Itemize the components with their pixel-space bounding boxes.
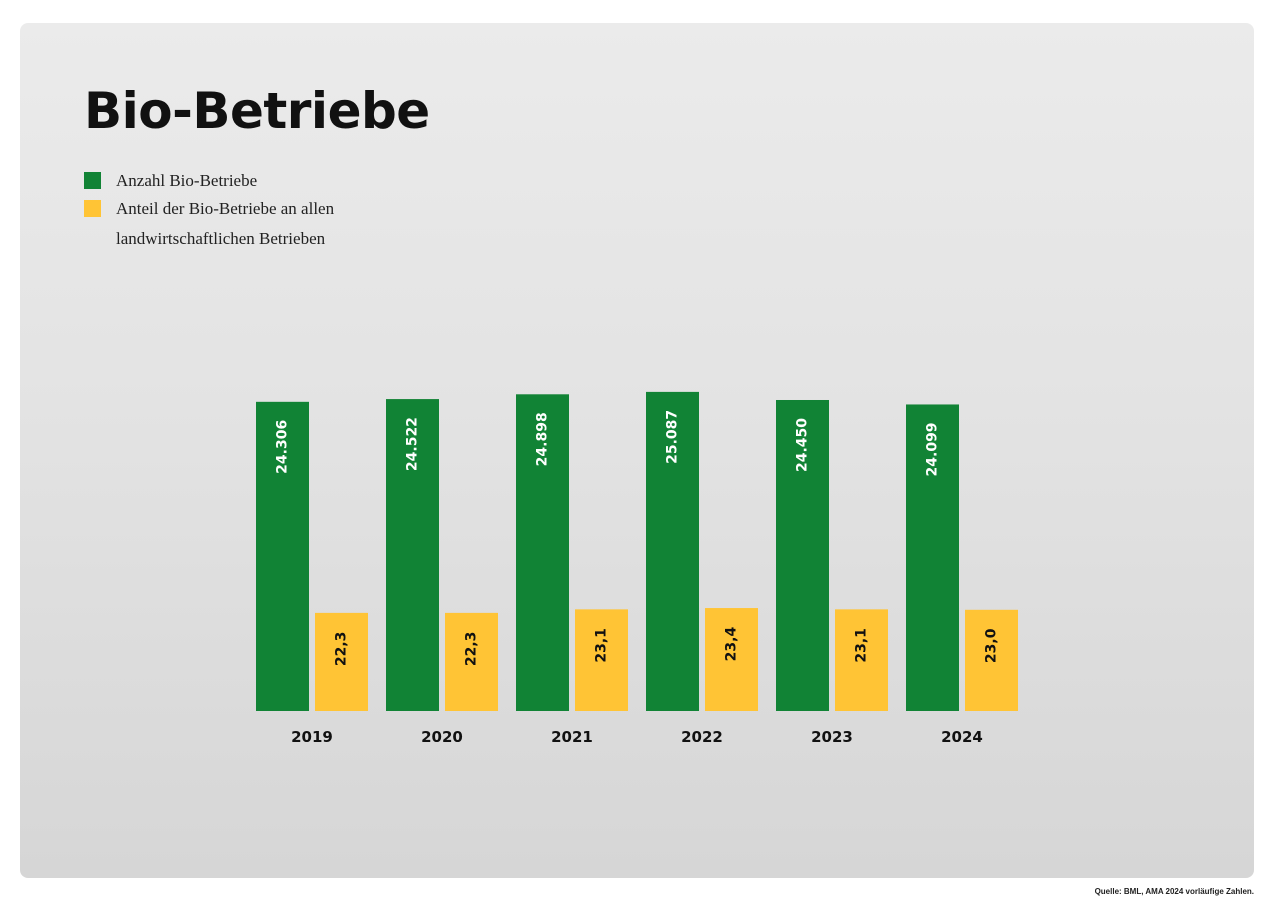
source-note: Quelle: BML, AMA 2024 vorläufige Zahlen. [1094, 887, 1254, 896]
bar-group-2023: 24.450 23,1 2023 [776, 399, 888, 746]
x-tick-label-2019: 2019 [291, 728, 333, 746]
bar-anteil-2019 [315, 612, 368, 711]
x-tick-label-2020: 2020 [421, 728, 463, 746]
data-label-anzahl-2019: 24.306 [275, 420, 291, 474]
legend-swatch-anzahl [84, 172, 101, 189]
data-label-anteil-2022: 23,4 [724, 627, 740, 662]
bar-anteil-2023 [835, 609, 888, 711]
x-tick-label-2021: 2021 [551, 728, 593, 746]
bar-group-2019: 24.306 22,3 2019 [256, 401, 368, 746]
data-label-anteil-2020: 22,3 [464, 632, 480, 667]
legend-label-anzahl: Anzahl Bio-Betriebe [116, 171, 258, 190]
data-label-anteil-2024: 23,0 [984, 628, 1000, 663]
data-label-anzahl-2024: 24.099 [925, 422, 941, 476]
legend-item-anteil: Anteil der Bio-Betriebe an allen landwir… [84, 196, 416, 254]
legend-item-anzahl: Anzahl Bio-Betriebe [84, 168, 416, 196]
bar-group-2020: 24.522 22,3 2020 [386, 399, 498, 746]
bar-anzahl-2022 [646, 391, 699, 711]
bar-anzahl-2024 [906, 404, 959, 711]
bar-anteil-2024 [965, 609, 1018, 711]
data-label-anteil-2021: 23,1 [594, 628, 610, 663]
bar-anzahl-2021 [516, 394, 569, 711]
x-tick-label-2022: 2022 [681, 728, 723, 746]
data-label-anzahl-2021: 24.898 [535, 412, 551, 466]
bar-anzahl-2023 [776, 399, 829, 711]
data-label-anzahl-2022: 25.087 [665, 410, 681, 464]
legend-label-anteil: Anteil der Bio-Betriebe an allen landwir… [116, 199, 335, 248]
data-label-anzahl-2023: 24.450 [795, 418, 811, 472]
legend: Anzahl Bio-Betriebe Anteil der Bio-Betri… [84, 168, 416, 254]
bar-group-2022: 25.087 23,4 2022 [646, 391, 758, 746]
bar-anzahl-2019 [256, 401, 309, 711]
x-tick-label-2023: 2023 [811, 728, 853, 746]
bar-anteil-2022 [705, 608, 758, 711]
chart-title: Bio-Betriebe [84, 82, 430, 140]
bar-anteil-2021 [575, 609, 628, 711]
data-label-anteil-2019: 22,3 [334, 632, 350, 667]
bar-anteil-2020 [445, 612, 498, 711]
data-label-anzahl-2020: 24.522 [405, 417, 421, 471]
data-label-anteil-2023: 23,1 [854, 628, 870, 663]
legend-swatch-anteil [84, 200, 101, 217]
x-tick-label-2024: 2024 [941, 728, 983, 746]
bar-group-2024: 24.099 23,0 2024 [906, 404, 1018, 746]
bar-group-2021: 24.898 23,1 2021 [516, 394, 628, 746]
chart-panel [20, 23, 1254, 878]
bar-anzahl-2020 [386, 399, 439, 711]
